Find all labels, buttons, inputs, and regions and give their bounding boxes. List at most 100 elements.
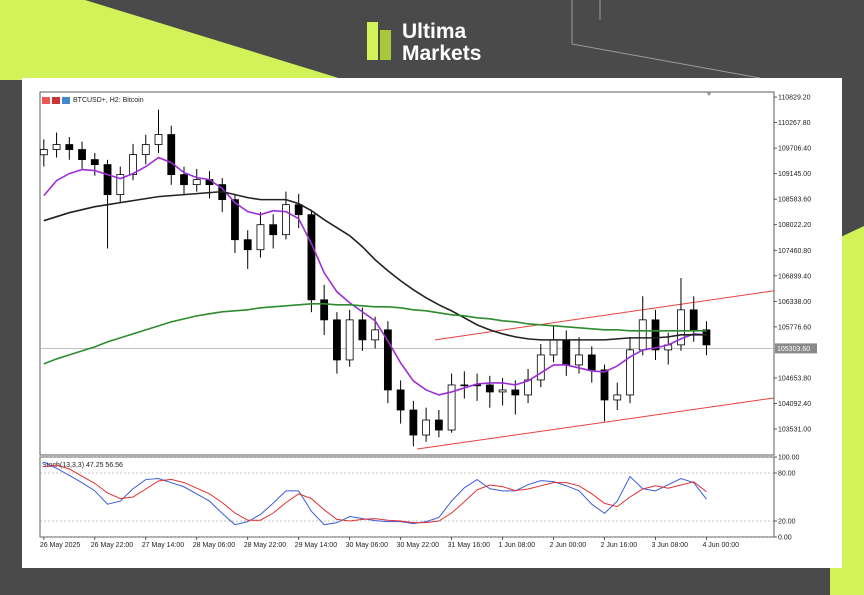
candle-body — [78, 149, 86, 160]
candle-body — [333, 319, 341, 361]
indicator-line — [43, 461, 707, 526]
decor-line — [571, 0, 761, 79]
candle-body — [511, 389, 520, 396]
panel-title: BTCUSD+, H2: Bitcoin — [73, 97, 144, 104]
candle-body — [256, 224, 265, 251]
y-tick-label: 104092.40 — [778, 401, 811, 408]
y-tick-label: 109145.00 — [778, 171, 811, 178]
candle-body — [282, 204, 290, 236]
y-tick-label: 100.00 — [778, 455, 800, 462]
stoch-panel — [39, 456, 775, 538]
candle-body — [129, 154, 137, 176]
candle-body — [549, 339, 558, 356]
candle-body — [434, 419, 443, 431]
x-tick-label: 30 May 06:00 — [346, 542, 389, 549]
trend-line — [417, 397, 775, 450]
current-price-box — [775, 343, 817, 354]
x-tick-label: 26 May 2025 — [40, 542, 81, 549]
candle-body — [52, 144, 61, 150]
x-tick-label: 2 Jun 16:00 — [601, 542, 638, 549]
y-tick-label: 106899.40 — [778, 273, 811, 280]
moving-average — [43, 303, 707, 365]
candle-body — [689, 309, 698, 331]
moving-average — [43, 156, 707, 396]
candle-body — [677, 309, 685, 346]
candle-body — [485, 384, 494, 393]
toolbar-icon — [62, 97, 70, 104]
candle-body — [536, 354, 545, 381]
candle-body — [39, 149, 48, 156]
marker — [706, 92, 712, 96]
candle-body — [294, 204, 303, 216]
candle-body — [600, 369, 609, 401]
candle-body — [626, 349, 634, 396]
x-tick-label: 4 Jun 00:00 — [702, 542, 739, 549]
candle-body — [358, 319, 367, 341]
y-tick-label: 80.00 — [778, 471, 796, 478]
candle-body — [269, 224, 278, 236]
y-tick-label: 105776.60 — [778, 324, 811, 331]
candle-body — [498, 389, 507, 393]
y-tick-label: 106338.00 — [778, 299, 811, 306]
candle-body — [90, 159, 99, 165]
x-tick-label: 29 May 14:00 — [295, 542, 338, 549]
x-tick-label: 3 Jun 08:00 — [651, 542, 688, 549]
x-tick-label: 31 May 16:00 — [448, 542, 491, 549]
toolbar-icon — [42, 97, 50, 104]
x-tick-label: 26 May 22:00 — [91, 542, 134, 549]
x-tick-label: 27 May 14:00 — [142, 542, 185, 549]
candle-body — [447, 384, 456, 431]
y-tick-label: 103531.00 — [778, 427, 811, 434]
candle-body — [575, 354, 583, 366]
candle-body — [103, 164, 112, 196]
candle-body — [396, 389, 405, 411]
candle-body — [180, 174, 188, 186]
candle-body — [243, 239, 252, 251]
candle-body — [231, 199, 239, 241]
candle-body — [345, 319, 354, 361]
y-tick-label: 108022.20 — [778, 222, 811, 229]
y-tick-label: 109706.40 — [778, 146, 811, 153]
moving-average — [43, 190, 707, 341]
candle-body — [613, 394, 622, 401]
candle-body — [141, 144, 150, 155]
candle-body — [192, 179, 201, 186]
candle-body — [320, 299, 329, 321]
candle-body — [307, 214, 316, 301]
panel-title: Stoch(13,3,3) 47.25 56.56 — [42, 462, 123, 469]
candle-body — [638, 319, 647, 351]
x-tick-label: 28 May 06:00 — [193, 542, 236, 549]
logo-mark — [367, 22, 378, 60]
price-panel — [39, 91, 775, 456]
candle-body — [116, 174, 125, 196]
candle-body — [587, 354, 596, 371]
x-tick-label: 1 Jun 08:00 — [499, 542, 536, 549]
candle-body — [460, 384, 469, 387]
y-tick-label: 107460.80 — [778, 248, 811, 255]
current-price-label: 105303.60 — [777, 346, 810, 353]
x-tick-label: 30 May 22:00 — [397, 542, 440, 549]
candle-body — [562, 339, 571, 366]
x-tick-label: 2 Jun 00:00 — [550, 542, 587, 549]
candle-body — [383, 329, 392, 391]
x-tick-label: 28 May 22:00 — [244, 542, 287, 549]
logo-mark — [380, 30, 391, 60]
candle-body — [651, 319, 660, 351]
candle-body — [422, 419, 431, 436]
trend-line — [434, 290, 775, 341]
accent-shape — [0, 0, 345, 80]
candle-body — [409, 409, 418, 436]
candle-body — [65, 144, 74, 150]
y-tick-label: 20.00 — [778, 519, 796, 526]
candle-body — [371, 329, 380, 341]
y-tick-label: 110267.80 — [778, 120, 811, 127]
candle-body — [154, 134, 163, 145]
y-tick-label: 104653.80 — [778, 375, 811, 382]
brand-text: Ultima — [402, 20, 467, 43]
y-tick-label: 110829.20 — [778, 95, 811, 102]
brand-text: Markets — [402, 42, 481, 65]
toolbar-icon — [52, 97, 60, 104]
